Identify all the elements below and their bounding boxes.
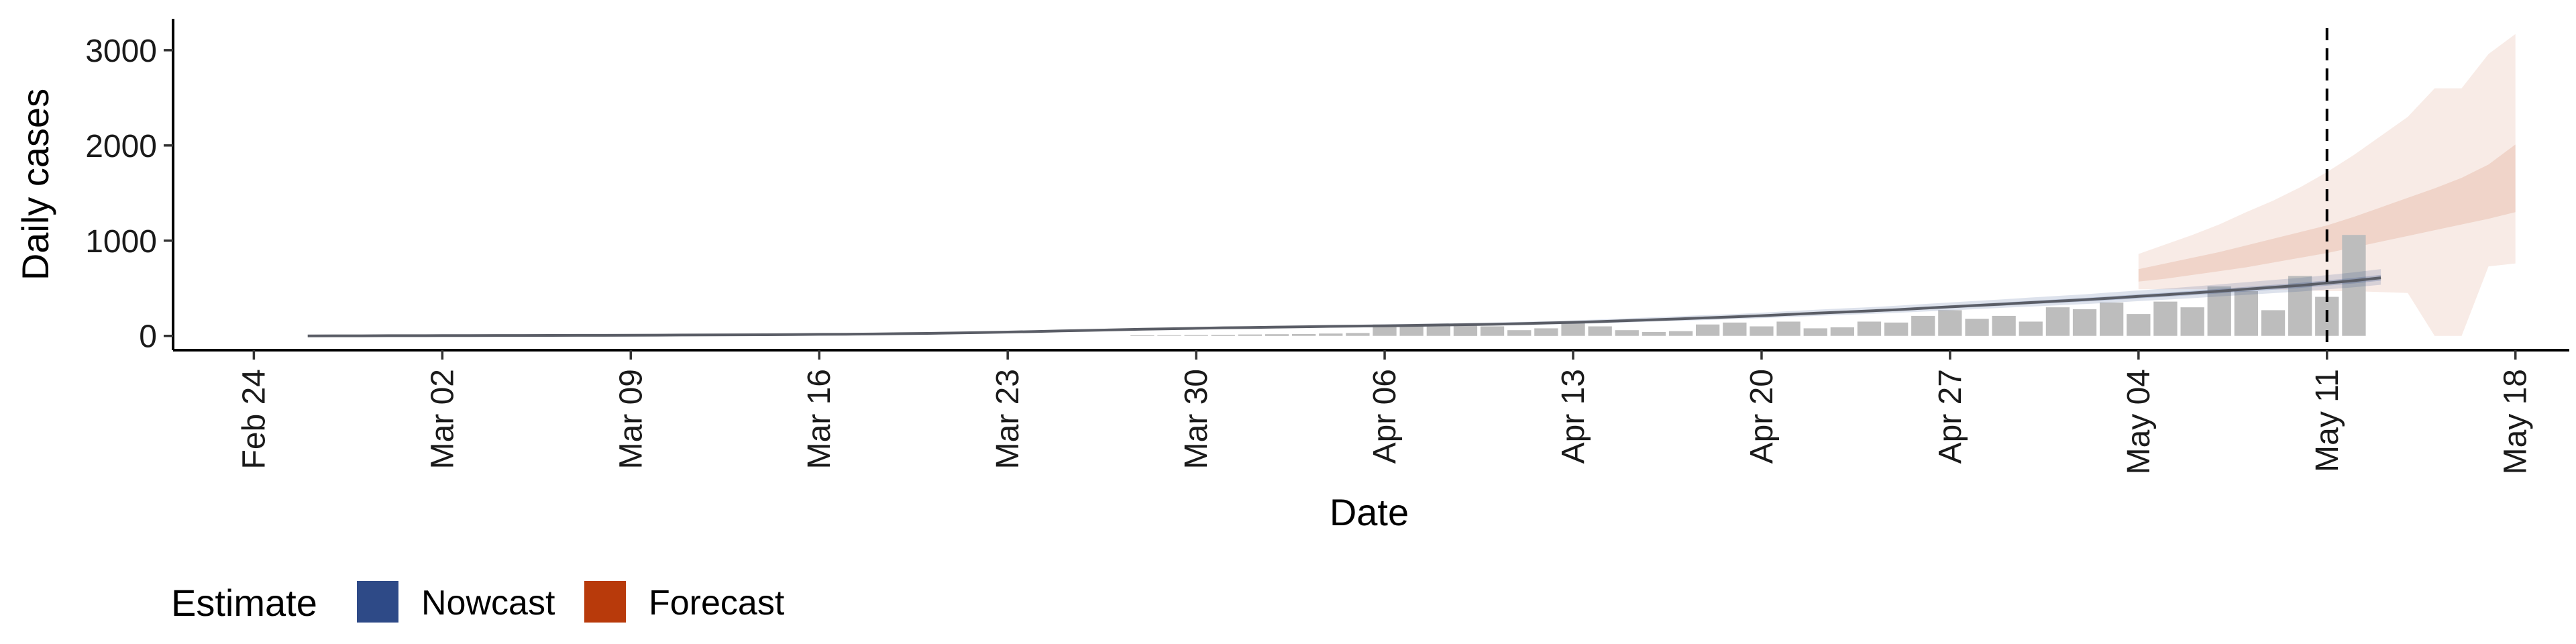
reported-case-bar <box>1157 335 1181 336</box>
forecast-outer-band <box>2138 34 2516 336</box>
reported-case-bars <box>1130 235 2366 336</box>
reported-case-bar <box>1965 319 1989 336</box>
forecast-inner-band <box>2138 144 2516 282</box>
reported-case-bar <box>1211 335 1235 336</box>
y-tick-label: 3000 <box>85 34 157 69</box>
legend-title: Estimate <box>171 582 317 624</box>
reported-case-bar <box>1561 322 1585 336</box>
x-tick-label: Apr 06 <box>1367 369 1403 464</box>
reported-case-bar <box>1857 321 1882 336</box>
legend-swatch-forecast <box>584 581 626 623</box>
x-tick-label: Mar 09 <box>613 369 649 469</box>
reported-case-bar <box>1588 326 1612 336</box>
reported-case-bar <box>2180 307 2204 336</box>
y-tick-labels: 0 1000 2000 3000 <box>85 34 157 355</box>
reported-case-bar <box>2153 301 2178 336</box>
x-tick-label: May 11 <box>2310 369 2345 472</box>
y-tick-label: 2000 <box>85 129 157 164</box>
reported-case-bar <box>1265 334 1289 336</box>
legend: Estimate Nowcast Forecast <box>171 581 785 624</box>
reported-case-bar <box>1803 328 1827 336</box>
reported-case-bar <box>1373 324 1397 336</box>
axes <box>164 19 2569 360</box>
reported-case-bar <box>1668 331 1693 336</box>
x-tick-label: Mar 16 <box>802 369 837 469</box>
reported-case-bar <box>1992 315 2016 336</box>
nowcast-outer-band <box>307 269 2381 336</box>
reported-case-bar <box>1507 330 1532 336</box>
legend-label-nowcast: Nowcast <box>421 584 555 623</box>
x-tick-label: Mar 30 <box>1179 369 1214 469</box>
x-axis-title: Date <box>1330 491 1409 533</box>
reported-case-bar <box>2100 303 2124 336</box>
reported-case-bar <box>2045 307 2070 336</box>
reported-case-bar <box>1534 328 1558 336</box>
reported-case-bar <box>1399 326 1424 336</box>
reported-case-bar <box>2234 291 2258 336</box>
x-tick-label: Apr 13 <box>1556 369 1591 464</box>
reported-case-bar <box>2207 286 2231 336</box>
x-tick-label: Mar 23 <box>990 369 1026 469</box>
x-tick-label: May 18 <box>2498 369 2534 474</box>
reported-case-bar <box>1723 322 1747 336</box>
reported-case-bar <box>2072 309 2097 336</box>
reported-case-bar <box>1642 332 1666 336</box>
reported-case-bar <box>1238 334 1262 336</box>
legend-label-forecast: Forecast <box>649 584 785 623</box>
reported-case-bar <box>1911 315 1935 336</box>
reported-case-bar <box>1776 321 1801 336</box>
y-tick-label: 0 <box>139 319 157 355</box>
x-tick-label: Apr 20 <box>1744 369 1780 464</box>
reported-case-bar <box>2342 235 2366 336</box>
reported-case-bar <box>1696 324 1720 336</box>
reported-case-bar <box>1830 327 1854 336</box>
y-tick-label: 1000 <box>85 224 157 260</box>
reported-case-bar <box>1319 333 1343 336</box>
reported-case-bar <box>1292 333 1316 336</box>
y-axis-title: Daily cases <box>14 89 56 280</box>
x-tick-label: Feb 24 <box>236 369 272 469</box>
reported-case-bar <box>2019 321 2043 336</box>
nowcast-bands <box>307 269 2381 337</box>
reported-case-bar <box>1938 310 1962 336</box>
reported-case-bar <box>1750 326 1774 336</box>
nowcast-median-line <box>307 276 2381 337</box>
reported-case-bar <box>1130 335 1155 336</box>
reported-case-bar <box>1346 333 1370 336</box>
reported-case-bar <box>1615 330 1639 336</box>
reported-case-bar <box>2261 310 2286 336</box>
reported-case-bar <box>1426 325 1450 336</box>
reported-case-bar <box>1884 322 1909 336</box>
x-tick-label: Mar 02 <box>425 369 460 469</box>
reported-case-bar <box>1453 323 1478 336</box>
reported-case-bar <box>2127 314 2151 336</box>
x-tick-label: May 04 <box>2121 369 2157 474</box>
x-tick-labels: Feb 24 Mar 02 Mar 09 Mar 16 Mar 23 Mar 30 Apr … <box>236 369 2533 474</box>
x-tick-label: Apr 27 <box>1933 369 1968 464</box>
reported-case-bar <box>1480 326 1505 336</box>
forecast-bands <box>2138 34 2516 336</box>
legend-swatch-nowcast <box>357 581 398 623</box>
